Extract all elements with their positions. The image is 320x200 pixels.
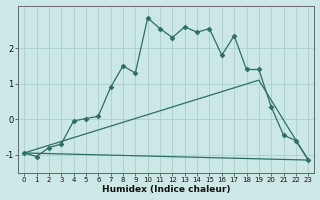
X-axis label: Humidex (Indice chaleur): Humidex (Indice chaleur) [102, 185, 230, 194]
